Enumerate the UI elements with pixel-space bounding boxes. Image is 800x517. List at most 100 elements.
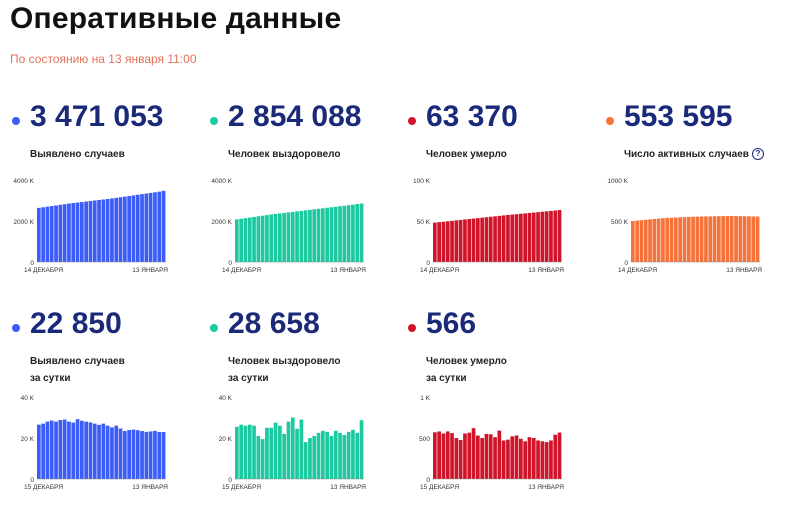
bar [114, 425, 119, 479]
bar [359, 203, 364, 262]
bar [299, 419, 304, 479]
stat-card: 566 Человек умерло за сутки 1 K 500 0 15 ДЕКАБ… [408, 307, 598, 517]
bar [480, 438, 484, 479]
bar [433, 222, 437, 262]
bar [471, 218, 476, 262]
bar [717, 216, 721, 262]
bar [75, 202, 80, 262]
bar [243, 218, 248, 262]
bar [445, 431, 450, 479]
y-tick-label: 4000 K [211, 178, 232, 185]
bar [346, 205, 351, 262]
stat-label: Человек умерло за сутки [426, 353, 507, 387]
bar [273, 422, 278, 480]
bar [514, 435, 519, 479]
bar [273, 213, 278, 262]
bar [450, 433, 454, 479]
bar-chart: 40 K 20 K 015 ДЕКАБРЯ 13 ЯНВАРЯ [21, 395, 169, 491]
bar [480, 217, 484, 262]
series-color-dot [606, 117, 614, 125]
bar [458, 219, 463, 262]
bar [682, 217, 687, 262]
bar [161, 190, 166, 262]
bar [299, 210, 304, 262]
bar [359, 420, 364, 479]
series-color-dot [12, 324, 20, 332]
bar [239, 424, 243, 479]
x-end-label: 13 ЯНВАРЯ [726, 267, 762, 274]
bar [97, 199, 101, 262]
bar [751, 216, 756, 262]
stat-value: 566 [426, 307, 477, 340]
bar [501, 440, 506, 479]
y-tick-label: 0 [30, 260, 34, 267]
bar [256, 435, 261, 479]
bar [329, 207, 334, 262]
y-tick-label: 0 [624, 260, 628, 267]
bar [295, 428, 299, 479]
stat-card: 3 471 053 Выявлено случаев 4000 K 2000 K 0 14… [12, 100, 202, 310]
bar [312, 209, 317, 262]
bar [135, 430, 140, 479]
bar [441, 433, 446, 479]
bar [734, 216, 738, 262]
bar [333, 430, 338, 479]
bar [342, 434, 347, 479]
y-tick-label: 4000 K [13, 178, 34, 185]
stat-label: Число активных случаев? [624, 146, 764, 163]
bar [497, 215, 502, 262]
bar [506, 215, 510, 262]
bar [338, 432, 342, 480]
bar [691, 216, 695, 262]
bar-chart: 1000 K 500 K 014 ДЕКАБРЯ 13 ЯНВАРЯ [607, 178, 762, 274]
bar [97, 424, 101, 479]
bar [510, 436, 515, 479]
y-tick-label: 2000 K [211, 219, 232, 226]
stat-label-line: Выявлено случаев [30, 356, 125, 367]
bar [41, 423, 45, 479]
bar [37, 424, 41, 479]
bar [153, 192, 157, 262]
bar [643, 219, 648, 262]
bar [635, 220, 639, 262]
x-end-label: 13 ЯНВАРЯ [330, 267, 366, 274]
y-tick-label: 20 K [219, 436, 233, 443]
bar [661, 218, 665, 262]
help-icon[interactable]: ? [751, 148, 764, 161]
bar [127, 430, 131, 479]
bar [71, 203, 76, 262]
bar [286, 421, 291, 479]
bar [118, 428, 123, 479]
bar [84, 201, 88, 262]
bar [755, 216, 760, 262]
series-color-dot [210, 117, 218, 125]
bar [699, 216, 704, 262]
bar [493, 216, 497, 262]
bar [153, 430, 157, 479]
bar [501, 215, 506, 262]
stat-label-line: Выявлено случаев [30, 149, 125, 160]
stat-card: 28 658 Человек выздоровело за сутки 40 K 20 … [210, 307, 400, 517]
stat-label: Человек выздоровело [228, 146, 341, 163]
bar [514, 214, 519, 262]
bar-chart: 100 K 50 K 014 ДЕКАБРЯ 13 ЯНВАРЯ [413, 178, 564, 274]
bar [135, 194, 140, 262]
bar [247, 217, 252, 262]
y-tick-label: 40 K [219, 395, 233, 402]
bar [110, 198, 114, 262]
bar [686, 216, 691, 262]
bar [295, 211, 299, 262]
stat-value: 553 595 [624, 100, 733, 133]
stat-label-line: за сутки [228, 373, 269, 384]
stat-label-line: за сутки [426, 373, 467, 384]
bar [631, 221, 635, 262]
bar [557, 432, 562, 479]
bar [41, 207, 45, 262]
stat-value: 63 370 [426, 100, 518, 133]
stat-label-line: Человек выздоровело [228, 149, 341, 160]
x-start-label: 14 ДЕКАБРЯ [24, 267, 63, 274]
x-end-label: 13 ЯНВАРЯ [528, 484, 564, 491]
bar [49, 206, 54, 262]
bar [45, 206, 50, 262]
bar [471, 428, 476, 479]
